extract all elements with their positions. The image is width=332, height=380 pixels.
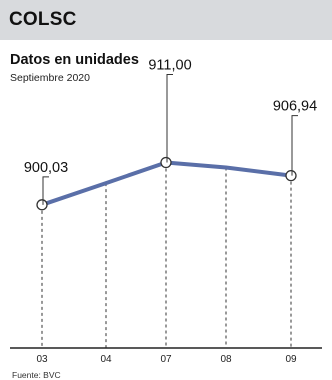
labels-group: 900,03 911,00 906,94 <box>24 58 317 205</box>
leader-line-2 <box>166 74 173 163</box>
marker-2 <box>160 156 172 169</box>
data-label-0: 900,03 <box>24 160 68 176</box>
x-tick-label-07: 07 <box>160 354 172 365</box>
guide-lines <box>41 162 292 348</box>
x-tick-label-04: 04 <box>100 354 112 365</box>
leader-line-0 <box>42 176 49 205</box>
leader-line-4 <box>291 115 298 176</box>
source-note: Fuente: BVC <box>12 370 61 380</box>
data-label-2: 911,00 <box>148 58 191 74</box>
chart-ticker: COLSC <box>9 9 77 30</box>
markers-group <box>36 156 297 211</box>
marker-0 <box>36 199 48 211</box>
x-tick-label-08: 08 <box>220 354 232 365</box>
ticks-group: 03 04 07 08 09 <box>36 354 297 365</box>
x-tick-label-09: 09 <box>285 354 297 365</box>
chart-title: Datos en unidades <box>10 52 139 68</box>
data-label-4: 906,94 <box>273 99 317 115</box>
x-tick-label-03: 03 <box>36 354 48 365</box>
header-bar <box>0 0 332 40</box>
chart-subtitle: Septiembre 2020 <box>10 72 90 84</box>
marker-4 <box>285 169 297 182</box>
